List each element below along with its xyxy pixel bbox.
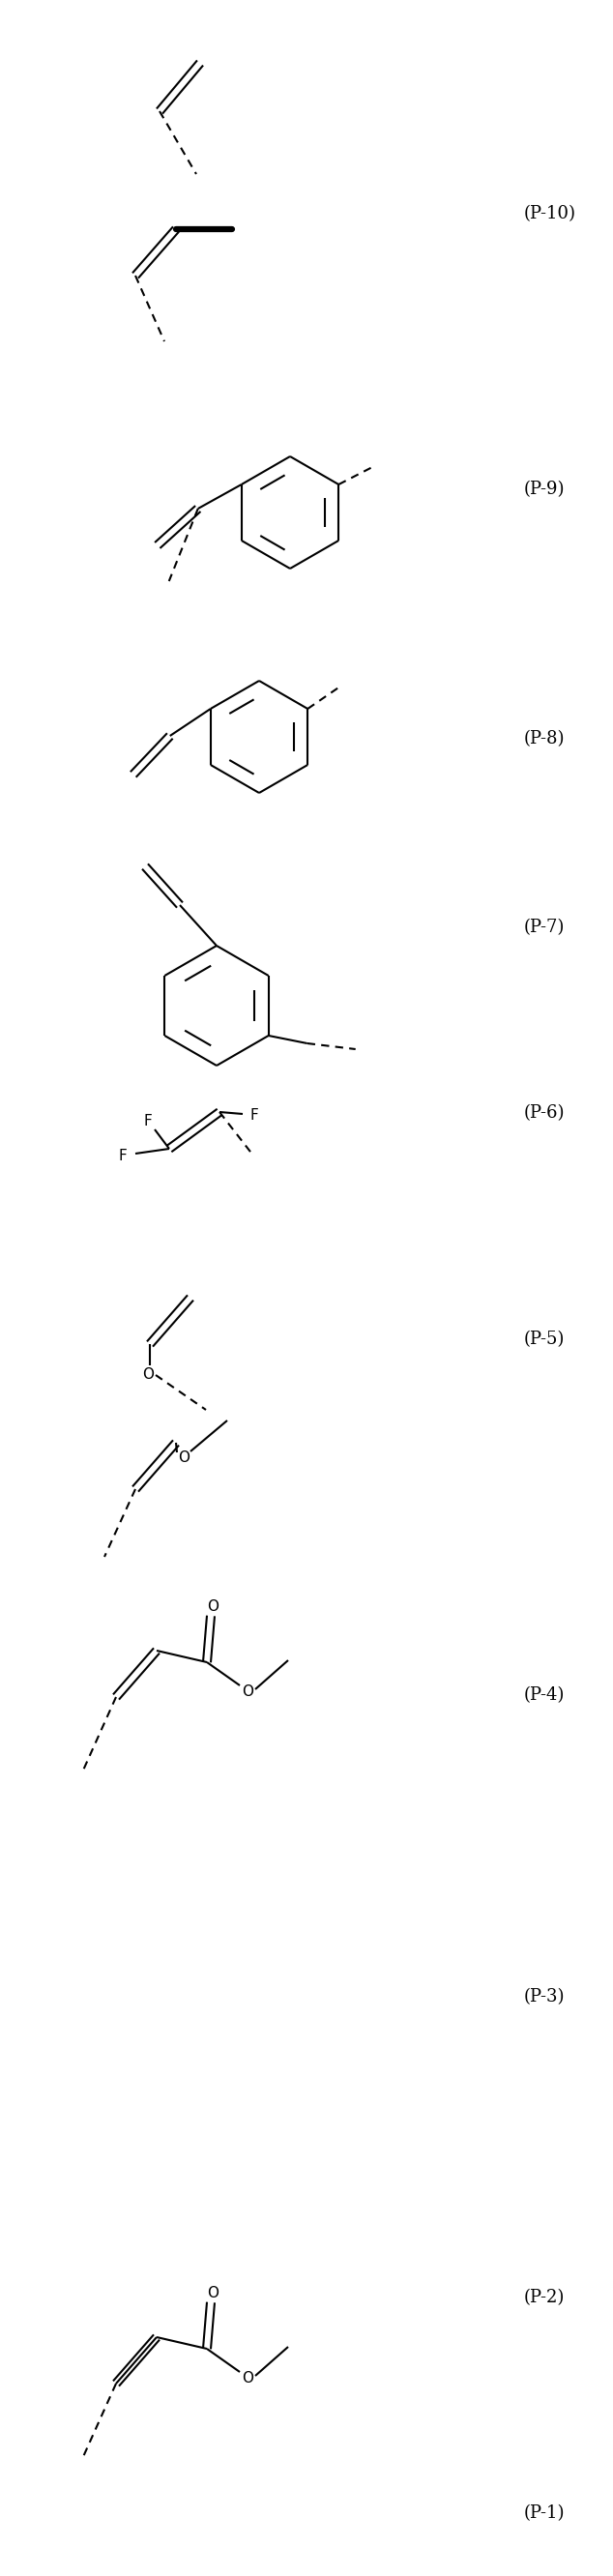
Text: (P-7): (P-7) (524, 920, 565, 935)
Text: (P-6): (P-6) (524, 1105, 565, 1121)
Text: O: O (178, 1450, 189, 1466)
Text: (P-10): (P-10) (524, 206, 576, 222)
Text: (P-5): (P-5) (524, 1332, 565, 1347)
Text: (P-2): (P-2) (524, 2290, 565, 2306)
Text: (P-4): (P-4) (524, 1687, 565, 1703)
Text: F: F (143, 1115, 152, 1128)
Text: O: O (242, 2370, 253, 2385)
Text: F: F (118, 1149, 127, 1164)
Text: O: O (142, 1368, 154, 1383)
Text: F: F (250, 1108, 259, 1123)
Text: (P-1): (P-1) (524, 2504, 565, 2522)
Text: (P-3): (P-3) (524, 1989, 565, 2004)
Text: O: O (242, 1685, 253, 1698)
Text: (P-8): (P-8) (524, 732, 565, 747)
Text: O: O (207, 2285, 218, 2300)
Text: O: O (207, 1600, 218, 1613)
Text: (P-9): (P-9) (524, 482, 565, 497)
